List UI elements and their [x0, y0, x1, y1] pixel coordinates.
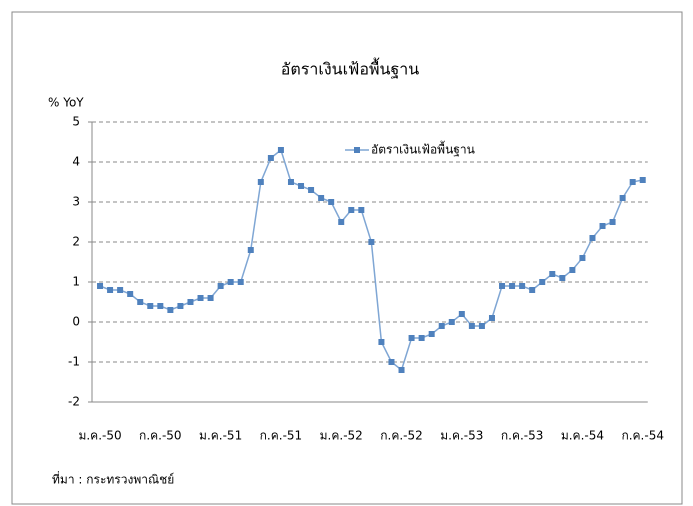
legend-marker — [354, 147, 360, 153]
y-tick-label: 0 — [72, 315, 80, 329]
data-point — [308, 187, 315, 193]
x-tick-label: ม.ค.-51 — [199, 429, 242, 443]
data-point — [388, 359, 395, 365]
y-axis-label: % YoY — [48, 96, 84, 110]
x-tick-label: ก.ค.-51 — [260, 429, 303, 443]
legend-label: อัตราเงินเฟ้อพื้นฐาน — [371, 141, 475, 157]
y-tick-label: 1 — [72, 275, 80, 289]
data-point — [147, 303, 154, 309]
y-tick-label: 2 — [72, 235, 80, 249]
data-point — [107, 287, 114, 293]
y-tick-label: -1 — [68, 355, 80, 369]
data-point — [338, 219, 345, 225]
data-point — [619, 195, 626, 201]
x-tick-label: ม.ค.-52 — [320, 429, 363, 443]
data-point — [629, 179, 636, 185]
data-point — [97, 283, 104, 289]
data-point — [328, 199, 335, 205]
y-tick-label: 3 — [72, 195, 80, 209]
data-point — [368, 239, 375, 245]
data-point — [519, 283, 526, 289]
data-point — [187, 299, 194, 305]
data-point — [207, 295, 214, 301]
data-point — [378, 339, 385, 345]
y-tick-label: -2 — [68, 395, 80, 409]
data-point — [509, 283, 516, 289]
data-point — [358, 207, 365, 213]
data-point — [298, 183, 305, 189]
x-tick-label: ม.ค.-54 — [561, 429, 604, 443]
data-point — [448, 319, 455, 325]
data-point — [227, 279, 234, 285]
data-point — [398, 367, 405, 373]
data-point — [237, 279, 244, 285]
data-point — [529, 287, 536, 293]
chart-frame — [11, 11, 683, 505]
data-point — [579, 255, 586, 261]
data-point — [458, 311, 465, 317]
data-point — [599, 223, 606, 229]
x-tick-label: ก.ค.-52 — [380, 429, 423, 443]
chart-title: อัตราเงินเฟ้อพื้นฐาน — [281, 58, 420, 79]
data-point — [267, 155, 274, 161]
data-point — [569, 267, 576, 273]
data-point — [197, 295, 204, 301]
data-point — [217, 283, 224, 289]
data-point — [257, 179, 264, 185]
data-point — [348, 207, 355, 213]
data-point — [418, 335, 425, 341]
data-point — [277, 147, 284, 153]
data-point — [499, 283, 506, 289]
data-point — [318, 195, 325, 201]
data-point — [137, 299, 144, 305]
x-tick-label: ม.ค.-50 — [78, 429, 121, 443]
data-point — [428, 331, 435, 337]
data-point — [589, 235, 596, 241]
data-point — [167, 307, 174, 313]
data-point — [549, 271, 556, 277]
data-point — [438, 323, 445, 329]
x-tick-label: ม.ค.-53 — [440, 429, 483, 443]
x-tick-label: ก.ค.-50 — [139, 429, 182, 443]
data-point — [478, 323, 485, 329]
data-point — [559, 275, 566, 281]
x-tick-label: ก.ค.-54 — [621, 429, 664, 443]
data-point — [247, 247, 254, 253]
data-point — [639, 177, 646, 183]
data-point — [117, 287, 124, 293]
data-point — [177, 303, 184, 309]
data-point — [157, 303, 164, 309]
data-point — [609, 219, 616, 225]
y-tick-label: 4 — [72, 155, 80, 169]
data-point — [287, 179, 294, 185]
x-tick-label: ก.ค.-53 — [501, 429, 544, 443]
data-point — [468, 323, 475, 329]
data-point — [408, 335, 415, 341]
data-point — [488, 315, 495, 321]
data-point — [539, 279, 546, 285]
data-point — [127, 291, 134, 297]
source-note: ที่มา : กระทรวงพาณิชย์ — [52, 471, 174, 487]
y-tick-label: 5 — [72, 115, 80, 129]
